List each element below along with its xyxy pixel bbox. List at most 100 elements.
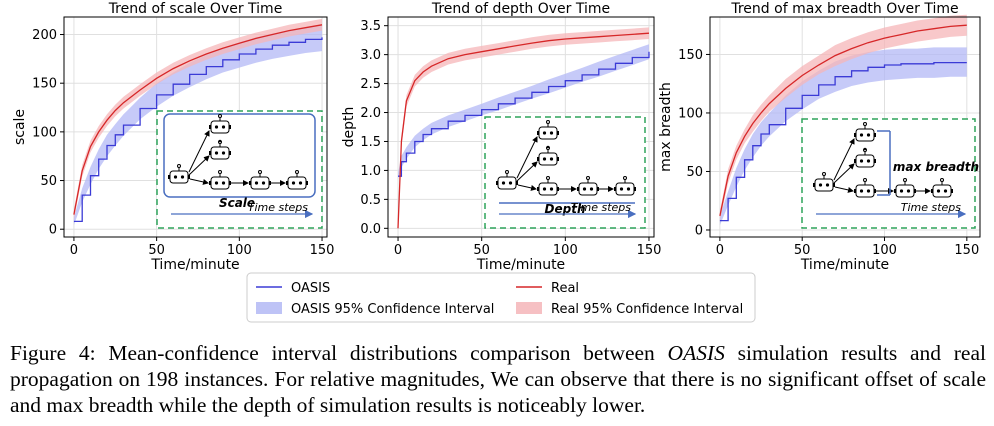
robot-child-3-eye-right [549,187,554,191]
chart-panel-3: 0 50 100 150 0 50 100 150 Trend of max breadth O… [658,1,981,273]
y-tick-label: 100 [32,125,57,140]
inset-border [156,110,323,229]
robot-child-3-eye-right [221,181,226,185]
robot-grandchild-eye-left [899,189,904,193]
robot-child-1-ear-left [854,133,856,137]
robot-root-ear-right [516,181,518,185]
robot-child-3-body [855,184,875,198]
chart-title: Trend of scale Over Time [108,1,283,17]
robot-great-grandchild-ear-right [634,187,636,191]
edge-root-child-3 [834,186,854,193]
robot-great-grandchild-ear-left [614,187,616,191]
ci-band-real [719,14,967,221]
robot-child-1-eye-left [214,125,219,129]
series-line-oasis [719,61,967,222]
robot-root-eye-left [501,181,506,185]
ellipsis-dot [546,145,550,149]
robot-child-1-eye-right [221,125,226,129]
plot-frame [63,16,328,238]
robot-child-2-ear-right [229,151,231,155]
robot-child-2-eye-right [866,159,871,163]
inset-label: max breadth [893,160,979,174]
robot-child-3-ear-right [229,181,231,185]
x-tick-label: 100 [872,243,897,258]
plot-frame [709,16,981,238]
robot-child-3-body [538,182,558,196]
y-tick-label: 100 [678,106,703,121]
y-tick-label: 0 [49,223,57,238]
robot-grandchild-body [578,182,598,196]
robot-child-1-ear-right [557,131,559,135]
inset-border [484,116,646,229]
x-tick-label: 150 [310,243,335,258]
robot-grandchild-ear-left [249,181,251,185]
robot-grandchild-eye-right [261,181,266,185]
robot-grandchild-body [250,176,270,190]
robot-child-2-eye-right [221,151,226,155]
robot-child-2-ear-right [557,157,559,161]
robot-great-grandchild-body [615,182,635,196]
legend-real-line-label: Real [551,281,579,296]
robot-child-2-eye-left [542,157,547,161]
robot-root-body [814,178,834,192]
robot-grandchild-antenna-tip [258,170,262,174]
y-axis-label: max breadth [658,82,674,172]
robot-child-2-ear-left [209,151,211,155]
robot-grandchild-body [895,184,915,198]
chart-panel-1: 0 50 100 150 0 50 100 150 200 Trend of scale Over… [12,1,334,273]
robot-great-grandchild-eye-left [936,189,941,193]
x-axis-label: Time/minute [800,257,889,273]
robot-child-3-ear-right [874,189,876,193]
ellipsis-dot [218,139,222,143]
caption-emphasis: OASIS [667,341,725,365]
y-tick-label: 200 [32,28,57,43]
series-line-oasis [398,51,650,177]
robot-child-1-eye-right [549,131,554,135]
x-tick-label: 150 [637,243,662,258]
legend-frame [246,272,756,323]
robot-grandchild-ear-right [269,181,271,185]
figure: 0 50 100 150 0 50 100 150 200 Trend of scale Over… [12,1,981,323]
robot-great-grandchild-eye-left [619,187,624,191]
legend: OASIS OASIS 95% Confidence Interval Real Re… [246,272,756,323]
robot-root-ear-left [496,181,498,185]
y-tick-label: 1.0 [360,164,381,179]
robot-root-ear-right [833,183,835,187]
robot-great-grandchild-body [287,176,307,190]
robot-child-2-eye-left [859,159,864,163]
y-tick-label: 150 [678,48,703,63]
robot-root-body [497,176,517,190]
robot-child-3-eye-right [866,189,871,193]
plot-frame [387,16,655,238]
robot-child-1-ear-left [209,125,211,129]
x-tick-label: 100 [227,243,252,258]
robot-child-1-antenna-tip [863,122,867,126]
y-tick-label: 0 [695,223,703,238]
inset-diagram: max breadth Time steps [801,118,979,229]
edge-root-child-1 [833,138,855,181]
robot-great-grandchild-antenna-tip [623,176,627,180]
ellipsis-dot [863,147,867,151]
inset-label: Depth [545,202,586,216]
robot-root-eye-right [508,181,513,185]
robot-child-1-body [210,120,230,134]
time-steps-label: Time steps [248,201,309,214]
robot-child-3-ear-left [537,187,539,191]
robot-root-antenna-tip [505,170,509,174]
x-tick-label: 150 [954,243,979,258]
ci-band-oasis [719,47,967,226]
y-tick-label: 50 [40,174,57,189]
figure-caption: Figure 4: Mean-confidence interval distr… [10,340,986,418]
robot-root-body [169,170,189,184]
robot-child-1-ear-right [229,125,231,129]
robot-child-3-ear-left [854,189,856,193]
robot-grandchild-ear-left [577,187,579,191]
edge-root-child-1 [188,130,210,173]
robot-child-1-ear-left [537,131,539,135]
series-line-real [73,24,323,215]
robot-root-antenna-tip [177,164,181,168]
edge-root-child-3 [517,184,537,191]
robot-grandchild-antenna-tip [903,178,907,182]
robot-root-eye-left [818,183,823,187]
